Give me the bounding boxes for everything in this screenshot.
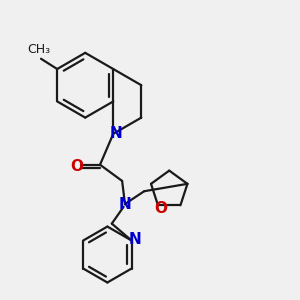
Text: O: O [154, 201, 167, 216]
Text: N: N [109, 126, 122, 141]
Text: N: N [128, 232, 141, 247]
Text: N: N [119, 197, 131, 212]
Text: O: O [70, 159, 83, 174]
Text: CH₃: CH₃ [27, 44, 50, 56]
